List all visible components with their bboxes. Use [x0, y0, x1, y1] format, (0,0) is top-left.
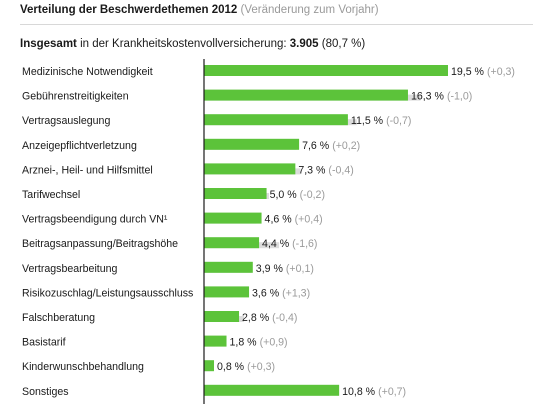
value-label: 7,6 %	[302, 140, 330, 152]
change-label: (+0,9)	[260, 337, 288, 349]
bar-current-year	[204, 138, 300, 150]
category-label: Arznei-, Heil- und Hilfsmittel	[22, 164, 153, 176]
bar-current-year	[204, 335, 227, 347]
value-label: 1,8 %	[230, 337, 258, 349]
category-label: Vertragsbearbeitung	[22, 263, 118, 275]
bar-current-year	[204, 286, 250, 298]
value-label: 11,5 %	[351, 115, 384, 127]
value-label: 0,8 %	[217, 361, 245, 373]
change-label: (+0,4)	[295, 214, 323, 226]
category-label: Sonstiges	[22, 386, 69, 398]
category-label: Vertragsauslegung	[22, 115, 110, 127]
title-divider	[20, 24, 533, 25]
bar-current-year	[204, 384, 340, 396]
category-label: Risikozuschlag/Leistungsausschluss	[22, 287, 193, 299]
change-label: (-0,4)	[272, 312, 297, 324]
category-label: Beitragsanpassung/Beitragshöhe	[22, 238, 178, 250]
change-label: (-0,4)	[328, 164, 353, 176]
value-label: 2,8 %	[242, 312, 270, 324]
bar-current-year	[204, 89, 408, 101]
total-text: in der Krankheitskostenvollversicherung:	[80, 38, 287, 50]
value-label: 3,6 %	[252, 287, 280, 299]
total-summary: Insgesamt in der Krankheitskostenvollver…	[20, 38, 365, 50]
category-label: Vertragsbeendigung durch VN¹	[22, 214, 168, 226]
bar-current-year	[204, 163, 296, 175]
total-value: 3.905	[289, 38, 319, 50]
category-label: Gebührenstreitigkeiten	[22, 91, 129, 103]
change-label: (-0,2)	[300, 189, 325, 201]
value-label: 7,3 %	[298, 164, 326, 176]
bar-current-year	[204, 261, 253, 273]
value-label: 5,0 %	[270, 189, 298, 201]
change-label: (+0,2)	[332, 140, 360, 152]
bar-current-year	[204, 311, 240, 322]
value-label: 4,6 %	[265, 214, 293, 226]
bar-current-year	[204, 65, 448, 76]
change-label: (-1,0)	[447, 91, 472, 103]
total-label: Insgesamt	[20, 38, 77, 50]
category-label: Anzeigepflichtverletzung	[22, 140, 137, 152]
bar-current-year	[204, 237, 260, 249]
change-label: (+0,3)	[487, 66, 515, 78]
value-label: 16,3 %	[411, 91, 445, 103]
value-label: 10,8 %	[342, 386, 376, 398]
category-label: Falschberatung	[22, 312, 95, 324]
change-label: (+0,7)	[378, 386, 406, 398]
bar-current-year	[204, 360, 215, 372]
change-label: (-0,7)	[386, 115, 411, 127]
value-label: 3,9 %	[256, 263, 284, 275]
chart-title-main: Verteilung der Beschwerdethemen 2012	[20, 4, 238, 16]
value-label: 4,4 %	[262, 238, 290, 250]
chart-title-subtitle: (Veränderung zum Vorjahr)	[240, 4, 379, 16]
bar-current-year	[204, 114, 348, 126]
category-label: Basistarif	[22, 337, 66, 349]
change-label: (+1,3)	[282, 287, 310, 299]
bar-current-year	[204, 188, 267, 199]
category-label: Tarifwechsel	[22, 189, 80, 201]
value-label: 19,5 %	[451, 66, 485, 78]
change-label: (-1,6)	[292, 238, 317, 250]
category-label: Kinderwunschbehandlung	[22, 361, 144, 373]
change-label: (+0,1)	[286, 263, 314, 275]
chart-title: Verteilung der Beschwerdethemen 2012 (Ve…	[20, 4, 379, 16]
category-label: Medizinische Notwendigkeit	[22, 66, 153, 78]
change-label: (+0,3)	[247, 361, 275, 373]
bar-current-year	[204, 212, 262, 224]
total-share: (80,7 %)	[321, 38, 366, 50]
